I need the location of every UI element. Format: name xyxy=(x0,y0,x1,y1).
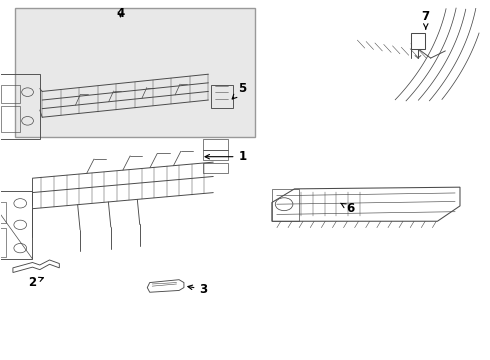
Bar xyxy=(0,74,40,139)
Bar xyxy=(0,202,5,223)
Bar xyxy=(203,150,228,160)
Bar xyxy=(203,139,228,149)
Text: 1: 1 xyxy=(205,150,246,163)
Bar xyxy=(211,85,233,108)
Bar xyxy=(411,33,425,49)
Bar xyxy=(15,8,255,137)
Bar xyxy=(0,85,20,103)
Text: 7: 7 xyxy=(422,10,430,29)
Text: 4: 4 xyxy=(116,7,124,20)
Bar xyxy=(0,228,5,257)
Text: 3: 3 xyxy=(188,283,208,296)
Text: 2: 2 xyxy=(28,276,44,289)
Bar xyxy=(0,107,20,132)
Bar xyxy=(203,163,228,173)
Text: 6: 6 xyxy=(341,202,354,215)
Bar xyxy=(0,191,32,259)
Bar xyxy=(272,189,299,221)
Text: 5: 5 xyxy=(232,82,246,99)
